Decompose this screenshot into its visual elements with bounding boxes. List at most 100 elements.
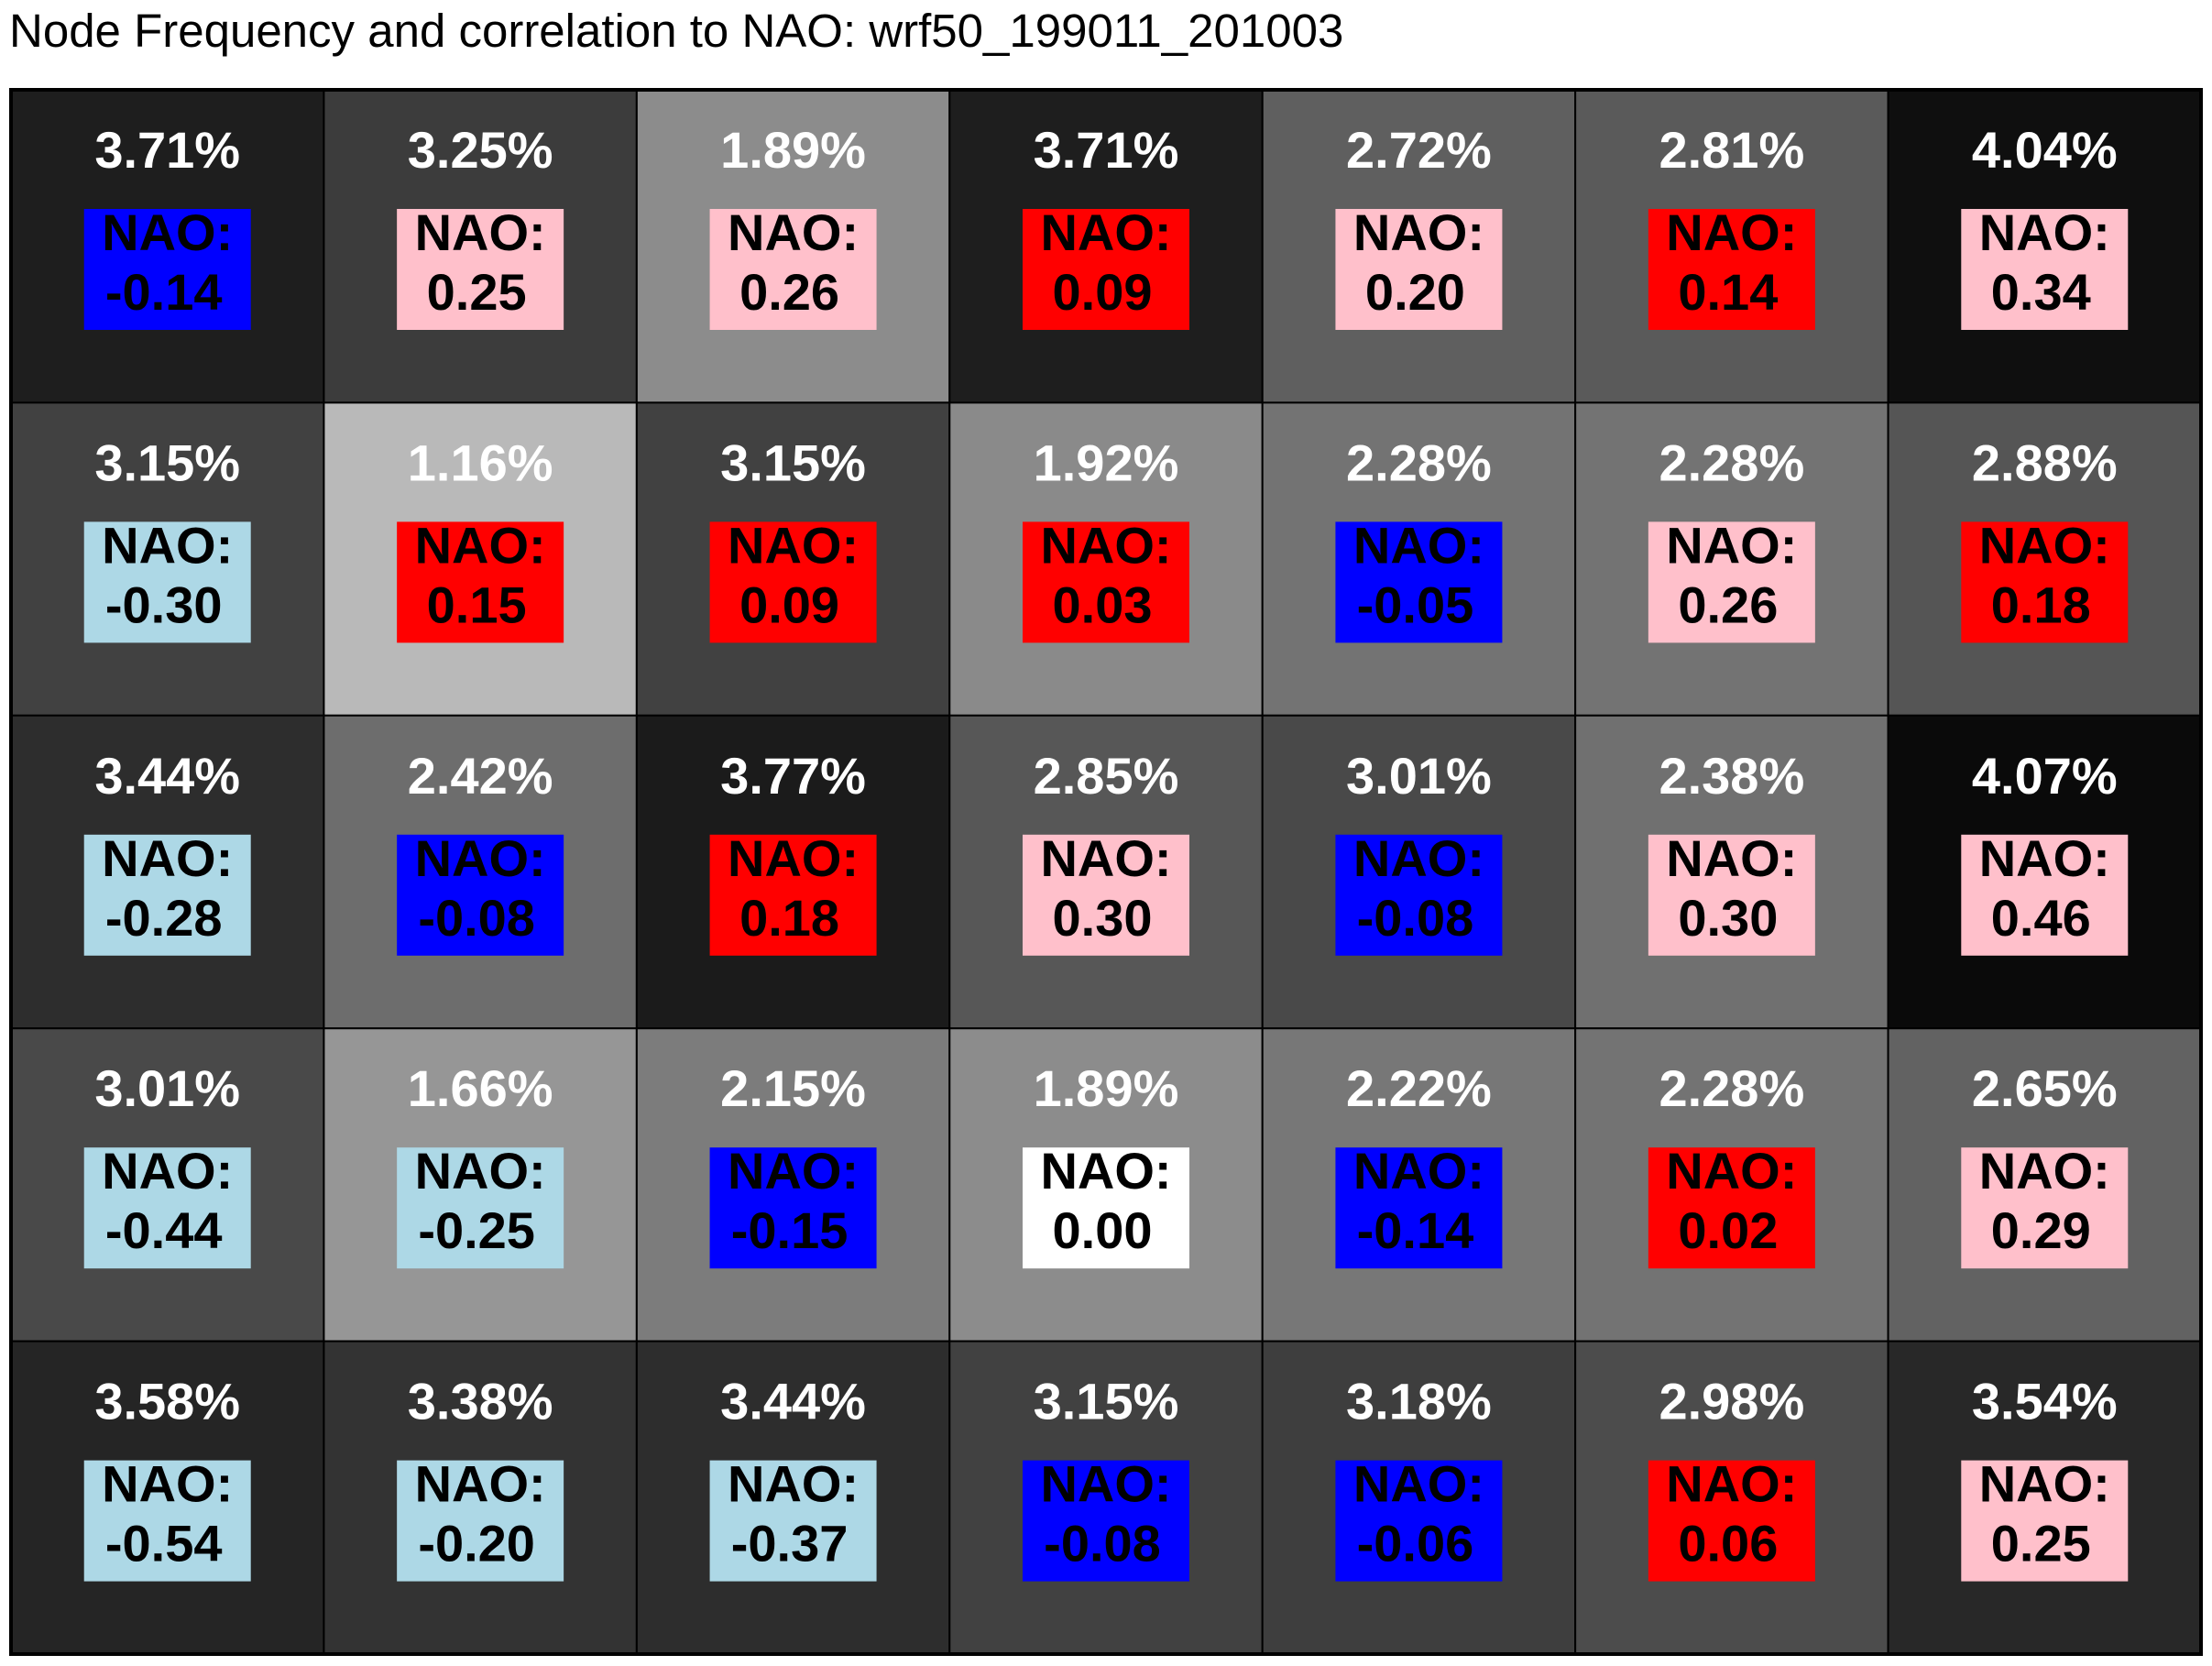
nao-label: NAO: <box>728 1142 859 1200</box>
nao-value: 0.26 <box>739 263 839 321</box>
nao-box <box>1961 521 2129 643</box>
nao-value: 0.20 <box>1365 263 1465 321</box>
nao-box <box>709 521 877 643</box>
nao-box <box>1335 209 1503 330</box>
frequency-label: 2.85% <box>1034 747 1179 805</box>
nao-value: -0.37 <box>731 1515 849 1573</box>
nao-box <box>397 1460 564 1582</box>
nao-label: NAO: <box>102 1455 233 1513</box>
frequency-label: 3.15% <box>94 433 240 491</box>
frequency-label: 2.88% <box>1972 433 2118 491</box>
nao-value: 0.30 <box>1678 889 1778 947</box>
nao-label: NAO: <box>728 1455 859 1513</box>
nao-label: NAO: <box>1040 516 1171 574</box>
nao-value: 0.46 <box>1991 889 2091 947</box>
frequency-label: 3.01% <box>94 1059 240 1117</box>
nao-label: NAO: <box>415 829 546 887</box>
nao-box <box>1023 209 1189 330</box>
nao-label: NAO: <box>1979 1455 2110 1513</box>
nao-box <box>1648 1460 1815 1582</box>
nao-value: 0.09 <box>739 575 839 633</box>
nao-label: NAO: <box>1979 516 2110 574</box>
nao-label: NAO: <box>1040 1455 1171 1513</box>
nao-box <box>1961 209 2129 330</box>
nao-value: 0.09 <box>1053 263 1153 321</box>
frequency-label: 3.44% <box>94 747 240 805</box>
nao-label: NAO: <box>415 203 546 261</box>
nao-value: 0.29 <box>1991 1201 2091 1259</box>
frequency-label: 3.25% <box>408 121 553 179</box>
frequency-label: 3.01% <box>1346 747 1492 805</box>
frequency-label: 4.04% <box>1972 121 2118 179</box>
nao-label: NAO: <box>1979 1142 2110 1200</box>
nao-label: NAO: <box>1666 829 1797 887</box>
nao-label: NAO: <box>1666 516 1797 574</box>
frequency-label: 1.16% <box>408 433 553 491</box>
nao-box <box>1335 1147 1503 1269</box>
nao-value: -0.28 <box>105 889 223 947</box>
nao-value: 0.18 <box>739 889 839 947</box>
nao-label: NAO: <box>728 516 859 574</box>
nao-value: 0.30 <box>1053 889 1153 947</box>
nao-value: -0.20 <box>418 1515 535 1573</box>
nao-box <box>1335 1460 1503 1582</box>
nao-box <box>397 521 564 643</box>
nao-value: 0.26 <box>1678 575 1778 633</box>
nao-box <box>1648 834 1815 956</box>
frequency-label: 3.58% <box>94 1373 240 1430</box>
nao-box <box>397 1147 564 1269</box>
frequency-label: 1.89% <box>720 121 866 179</box>
nao-value: 0.34 <box>1991 263 2091 321</box>
nao-box <box>83 521 251 643</box>
nao-value: -0.08 <box>1357 889 1474 947</box>
nao-value: -0.44 <box>105 1201 223 1259</box>
frequency-label: 3.77% <box>720 747 866 805</box>
nao-box <box>397 834 564 956</box>
nao-value: -0.25 <box>418 1201 535 1259</box>
nao-box <box>83 1147 251 1269</box>
nao-value: -0.54 <box>105 1515 223 1573</box>
nao-box <box>709 209 877 330</box>
nao-label: NAO: <box>1353 203 1484 261</box>
nao-box <box>1023 521 1189 643</box>
frequency-label: 3.71% <box>1034 121 1179 179</box>
nao-label: NAO: <box>1040 203 1171 261</box>
nao-label: NAO: <box>1666 1455 1797 1513</box>
nao-label: NAO: <box>1979 203 2110 261</box>
frequency-label: 3.71% <box>94 121 240 179</box>
frequency-label: 2.98% <box>1659 1373 1804 1430</box>
nao-label: NAO: <box>728 203 859 261</box>
nao-box <box>83 209 251 330</box>
grid-border <box>9 88 2203 1656</box>
nao-box <box>709 1147 877 1269</box>
frequency-label: 2.38% <box>1659 747 1804 805</box>
nao-box <box>1335 834 1503 956</box>
frequency-label: 2.22% <box>1346 1059 1492 1117</box>
nao-box <box>1648 209 1815 330</box>
frequency-label: 4.07% <box>1972 747 2118 805</box>
frequency-label: 3.38% <box>408 1373 553 1430</box>
frequency-label: 3.54% <box>1972 1373 2118 1430</box>
nao-value: 0.02 <box>1678 1201 1778 1259</box>
chart-title: Node Frequency and correlation to NAO: w… <box>9 5 1344 57</box>
nao-value: 0.18 <box>1991 575 2091 633</box>
nao-box <box>397 209 564 330</box>
nao-box <box>1023 1147 1189 1269</box>
frequency-label: 3.15% <box>1034 1373 1179 1430</box>
frequency-label: 2.28% <box>1659 433 1804 491</box>
nao-value: -0.15 <box>731 1201 849 1259</box>
nao-value: 0.03 <box>1053 575 1153 633</box>
nao-label: NAO: <box>728 829 859 887</box>
nao-value: 0.25 <box>427 263 527 321</box>
nao-value: -0.05 <box>1357 575 1474 633</box>
nao-box <box>1961 834 2129 956</box>
nao-label: NAO: <box>1353 1142 1484 1200</box>
nao-box <box>1961 1460 2129 1582</box>
nao-value: 0.25 <box>1991 1515 2091 1573</box>
nao-value: -0.30 <box>105 575 223 633</box>
frequency-label: 3.15% <box>720 433 866 491</box>
nao-label: NAO: <box>1666 1142 1797 1200</box>
nao-label: NAO: <box>1353 1455 1484 1513</box>
nao-box <box>1023 1460 1189 1582</box>
